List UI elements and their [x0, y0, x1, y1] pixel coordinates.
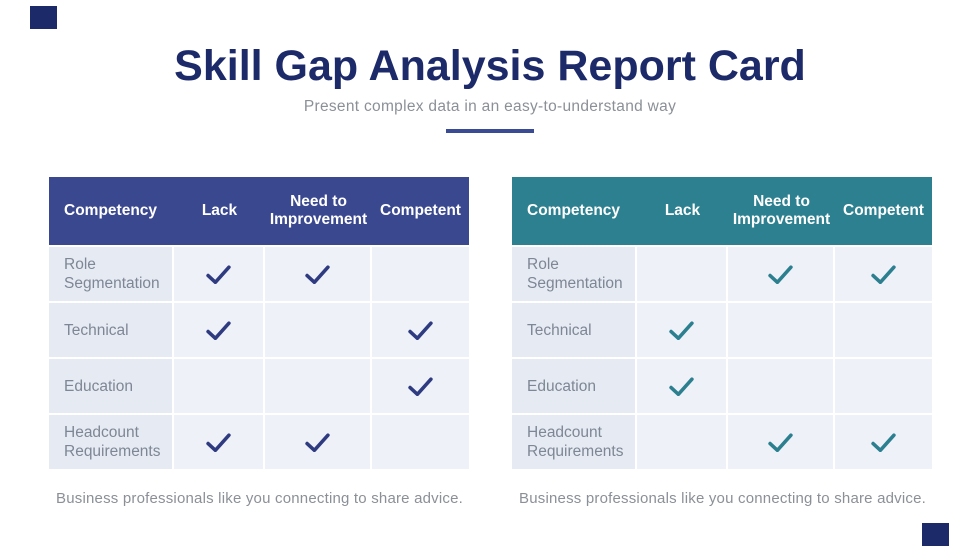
table-row: Headcount Requirements — [49, 415, 469, 469]
table-caption: Business professionals like you connecti… — [519, 490, 927, 507]
check-cell — [835, 247, 932, 301]
row-label: Headcount Requirements — [512, 415, 637, 469]
row-label: Headcount Requirements — [49, 415, 174, 469]
skill-gap-table-teal: Competency Lack Need to Improvement Comp… — [512, 177, 932, 507]
check-cell — [372, 359, 469, 413]
table-row: Technical — [49, 303, 469, 357]
check-cell — [728, 359, 835, 413]
check-cell — [265, 359, 372, 413]
check-cell — [372, 415, 469, 469]
check-icon — [669, 320, 694, 340]
check-icon — [871, 432, 896, 452]
column-header-need-to-improvement: Need to Improvement — [269, 193, 368, 228]
check-icon — [768, 432, 793, 452]
column-header-competent: Competent — [843, 202, 924, 220]
skill-gap-table-navy: Competency Lack Need to Improvement Comp… — [49, 177, 469, 507]
table-row: Technical — [512, 303, 932, 357]
check-icon — [669, 376, 694, 396]
column-header-competent: Competent — [380, 202, 461, 220]
column-header-lack: Lack — [664, 202, 701, 220]
title-divider — [446, 129, 534, 133]
check-cell — [174, 247, 265, 301]
check-cell — [637, 359, 728, 413]
check-cell — [265, 303, 372, 357]
column-header-competency: Competency — [527, 202, 621, 220]
table-row: Education — [512, 359, 932, 413]
check-icon — [768, 264, 793, 284]
check-cell — [637, 415, 728, 469]
check-cell — [637, 303, 728, 357]
corner-accent-bottom-right — [922, 523, 949, 546]
check-cell — [728, 303, 835, 357]
table-row: Education — [49, 359, 469, 413]
check-cell — [835, 359, 932, 413]
page-title: Skill Gap Analysis Report Card — [174, 42, 806, 90]
row-label: Education — [49, 359, 174, 413]
check-icon — [408, 320, 433, 340]
column-header-lack: Lack — [201, 202, 238, 220]
row-label: Technical — [49, 303, 174, 357]
table-caption: Business professionals like you connecti… — [56, 490, 464, 507]
table-row: Role Segmentation — [512, 247, 932, 301]
column-header-need-to-improvement: Need to Improvement — [732, 193, 831, 228]
corner-accent-top-left — [30, 6, 57, 29]
check-icon — [206, 432, 231, 452]
table-header-row: Competency Lack Need to Improvement Comp… — [49, 177, 469, 245]
table-header-row: Competency Lack Need to Improvement Comp… — [512, 177, 932, 245]
check-icon — [206, 320, 231, 340]
check-cell — [174, 359, 265, 413]
check-icon — [206, 264, 231, 284]
table-row: Headcount Requirements — [512, 415, 932, 469]
row-label: Role Segmentation — [512, 247, 637, 301]
check-icon — [871, 264, 896, 284]
check-cell — [835, 415, 932, 469]
check-cell — [174, 415, 265, 469]
check-cell — [265, 415, 372, 469]
column-header-competency: Competency — [64, 202, 158, 220]
check-icon — [305, 432, 330, 452]
check-cell — [174, 303, 265, 357]
page-subtitle: Present complex data in an easy-to-under… — [303, 98, 677, 115]
check-cell — [637, 247, 728, 301]
check-cell — [372, 247, 469, 301]
row-label: Education — [512, 359, 637, 413]
table-row: Role Segmentation — [49, 247, 469, 301]
row-label: Role Segmentation — [49, 247, 174, 301]
check-icon — [305, 264, 330, 284]
row-label: Technical — [512, 303, 637, 357]
check-cell — [265, 247, 372, 301]
check-cell — [372, 303, 469, 357]
check-cell — [728, 415, 835, 469]
check-cell — [835, 303, 932, 357]
check-cell — [728, 247, 835, 301]
check-icon — [408, 376, 433, 396]
